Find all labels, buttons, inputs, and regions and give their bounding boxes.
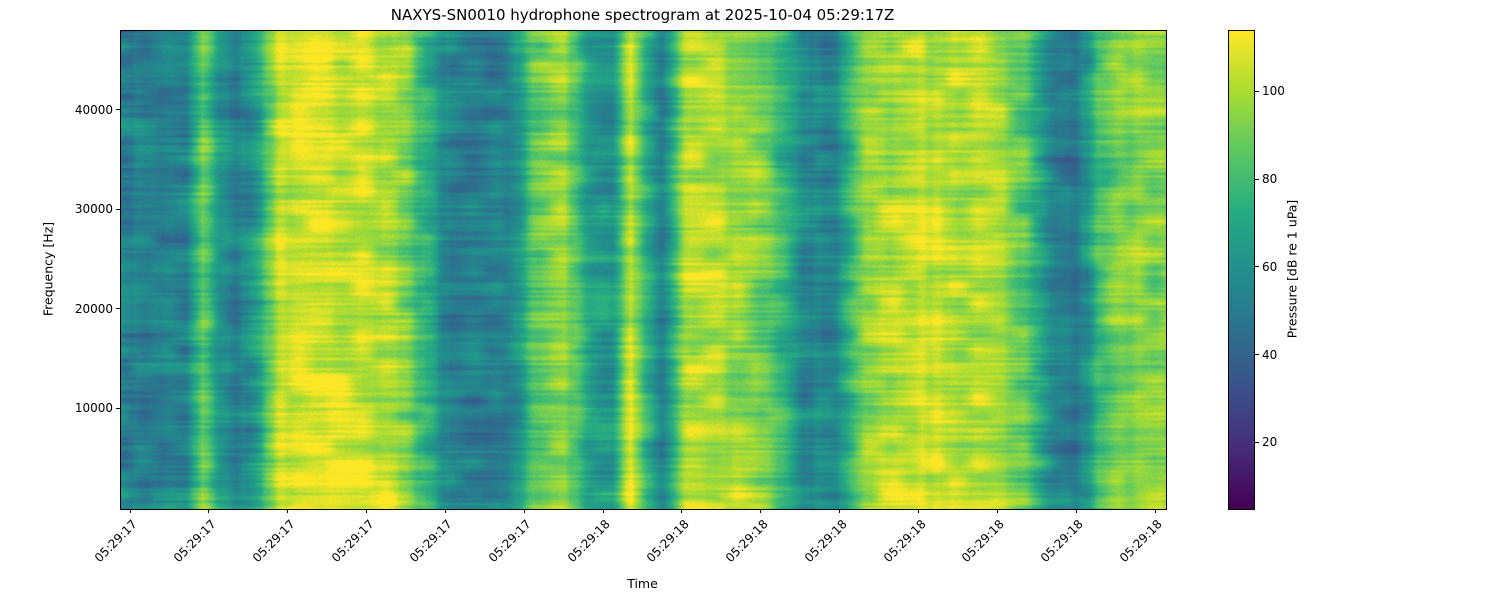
colorbar-label: Pressure [dB re 1 uPa]	[1284, 199, 1300, 339]
x-tick-label: 05:29:18	[1038, 517, 1087, 566]
x-tick-label: 05:29:18	[880, 517, 929, 566]
colorbar	[1228, 30, 1255, 510]
x-tick-mark	[760, 509, 762, 513]
colorbar-tick-mark	[1255, 178, 1259, 180]
y-axis-label: Frequency [Hz]	[40, 221, 56, 317]
colorbar-tick-label: 100	[1262, 84, 1285, 99]
colorbar-canvas	[1229, 31, 1254, 509]
x-tick-mark	[996, 509, 998, 513]
x-tick-label: 05:29:17	[170, 517, 219, 566]
x-tick-mark	[287, 509, 289, 513]
x-tick-mark	[1075, 509, 1077, 513]
x-tick-label: 05:29:18	[722, 517, 771, 566]
colorbar-tick-label: 60	[1262, 259, 1278, 274]
colorbar-tick-mark	[1255, 90, 1259, 92]
x-axis-label: Time	[627, 576, 658, 591]
x-tick-mark	[681, 509, 683, 513]
x-tick-mark	[1154, 509, 1156, 513]
y-tick-mark	[116, 308, 120, 310]
x-tick-label: 05:29:18	[959, 517, 1008, 566]
x-tick-mark	[208, 509, 210, 513]
x-tick-label: 05:29:17	[91, 517, 140, 566]
colorbar-tick-mark	[1255, 266, 1259, 268]
colorbar-tick-label: 80	[1262, 172, 1278, 187]
y-tick-mark	[116, 109, 120, 111]
chart-title: NAXYS-SN0010 hydrophone spectrogram at 2…	[390, 6, 895, 24]
colorbar-tick-mark	[1255, 441, 1259, 443]
x-tick-label: 05:29:17	[328, 517, 377, 566]
y-tick-label: 40000	[74, 102, 113, 117]
x-tick-label: 05:29:17	[407, 517, 456, 566]
x-tick-mark	[129, 509, 131, 513]
y-tick-mark	[116, 208, 120, 210]
y-tick-label: 30000	[74, 202, 113, 217]
colorbar-tick-label: 40	[1262, 347, 1278, 362]
x-tick-mark	[523, 509, 525, 513]
x-tick-mark	[444, 509, 446, 513]
x-tick-mark	[602, 509, 604, 513]
y-tick-mark	[116, 407, 120, 409]
x-tick-mark	[366, 509, 368, 513]
x-tick-label: 05:29:18	[564, 517, 613, 566]
spectrogram-canvas	[121, 31, 1166, 509]
x-tick-label: 05:29:17	[486, 517, 535, 566]
x-tick-mark	[839, 509, 841, 513]
x-tick-label: 05:29:18	[1116, 517, 1165, 566]
plot-area	[120, 30, 1167, 510]
x-tick-mark	[917, 509, 919, 513]
x-tick-label: 05:29:17	[249, 517, 298, 566]
colorbar-tick-label: 20	[1262, 435, 1278, 450]
y-tick-label: 20000	[74, 301, 113, 316]
y-tick-label: 10000	[74, 401, 113, 416]
colorbar-tick-mark	[1255, 354, 1259, 355]
x-tick-label: 05:29:18	[801, 517, 850, 566]
x-tick-label: 05:29:18	[643, 517, 692, 566]
